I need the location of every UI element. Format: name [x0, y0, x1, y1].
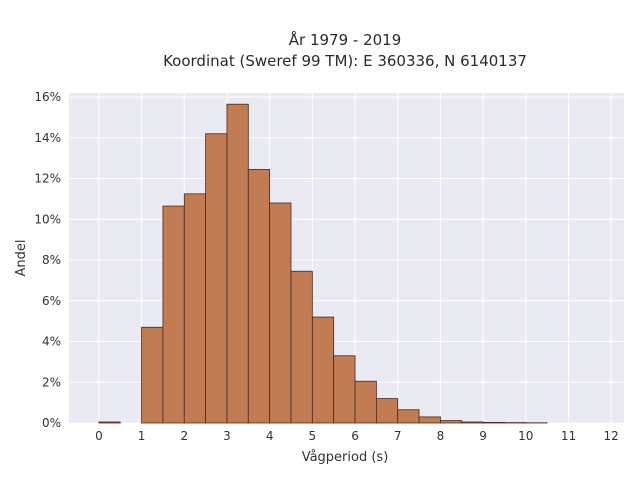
histogram-bar: [183, 193, 207, 424]
x-tick-label: 4: [266, 429, 274, 443]
chart-title-line-2: Koordinat (Sweref 99 TM): E 360336, N 61…: [163, 52, 527, 70]
y-tick-label: 2%: [42, 375, 61, 389]
x-axis-ticks: 0 1 2 3 4 5 6 7 8 9 10 11 12: [95, 429, 619, 443]
y-tick-label: 12%: [34, 172, 61, 186]
histogram-bar: [397, 409, 420, 424]
x-axis-label: Vågperiod (s): [302, 450, 389, 465]
y-tick-label: 0%: [42, 416, 61, 430]
histogram-bar: [141, 326, 164, 424]
x-tick-label: 3: [223, 429, 231, 443]
x-tick-label: 1: [138, 429, 146, 443]
histogram-bar: [333, 355, 356, 424]
x-tick-label: 8: [437, 429, 445, 443]
x-tick-label: 9: [479, 429, 487, 443]
x-tick-label: 7: [394, 429, 402, 443]
histogram-bar: [461, 421, 484, 424]
x-tick-label: 10: [518, 429, 533, 443]
x-tick-label: 5: [309, 429, 317, 443]
x-tick-label: 6: [351, 429, 359, 443]
y-tick-label: 6%: [42, 294, 61, 308]
histogram-bar: [354, 380, 377, 424]
histogram-bar: [375, 398, 399, 424]
y-tick-label: 4%: [42, 335, 61, 349]
histogram-bar: [311, 316, 335, 424]
y-axis-label: Andel: [14, 240, 29, 277]
x-tick-label: 12: [604, 429, 619, 443]
x-tick-label: 11: [561, 429, 576, 443]
histogram-bar: [98, 421, 121, 424]
histogram-bar: [418, 416, 441, 424]
histogram-bar: [247, 168, 271, 424]
histogram-bar: [290, 270, 313, 424]
bars-group: [98, 103, 548, 424]
x-tick-label: 2: [180, 429, 188, 443]
y-tick-label: 14%: [34, 131, 61, 145]
histogram-bar: [205, 133, 228, 424]
histogram-bar: [162, 205, 185, 424]
x-tick-label: 0: [95, 429, 103, 443]
histogram-bar: [482, 421, 505, 424]
histogram-bar: [440, 420, 463, 424]
chart-title-line-1: År 1979 - 2019: [289, 30, 402, 49]
y-tick-label: 16%: [34, 90, 61, 104]
histogram-bar: [269, 202, 292, 424]
y-tick-label: 10%: [34, 212, 61, 226]
histogram-bar: [226, 103, 249, 424]
y-tick-label: 8%: [42, 253, 61, 267]
y-axis-ticks: 0% 2% 4% 6% 8% 10% 12% 14% 16%: [34, 90, 61, 430]
